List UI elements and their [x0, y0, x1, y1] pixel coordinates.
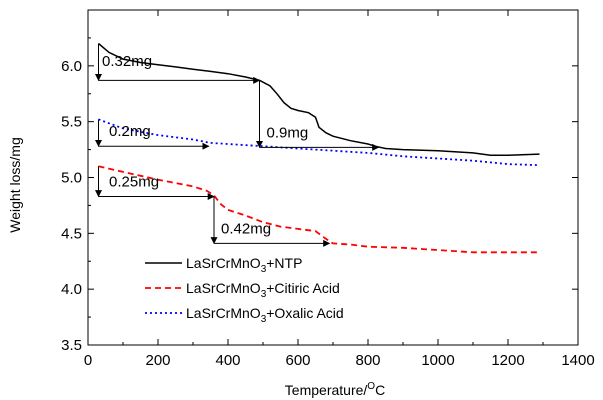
series-line-1 — [98, 42, 540, 156]
y-tick-label: 5.0 — [61, 170, 82, 187]
annotation-label: 0.2mg — [109, 123, 151, 140]
x-tick-label: 200 — [145, 352, 170, 369]
x-tick-label: 1400 — [561, 352, 594, 369]
x-tick-label: 800 — [355, 352, 380, 369]
x-axis-title-main: Temperature/ — [285, 382, 368, 398]
x-axis-title-unit: C — [375, 382, 385, 398]
legend-label-subscript: 3 — [261, 264, 267, 275]
annotation-label: 0.32mg — [102, 53, 152, 70]
x-tick-label: 400 — [215, 352, 240, 369]
x-tick-label: 0 — [84, 352, 92, 369]
legend-label-subscript: 3 — [261, 314, 267, 325]
legend-label-3: LaSrCrMnO3+Oxalic Acid — [186, 305, 344, 325]
plot-marks: 0.32mg 0.9mg 0.2mg 0.25mg 0.42mg — [95, 42, 540, 254]
annotation-label: 0.9mg — [267, 124, 309, 141]
y-tick-label: 3.5 — [61, 337, 82, 354]
y-tick-label: 4.0 — [61, 281, 82, 298]
x-tick-label: 1200 — [491, 352, 524, 369]
legend-label-main: LaSrCrMnO — [186, 280, 261, 296]
legend-label-suffix: +NTP — [266, 255, 302, 271]
legend-label-2: LaSrCrMnO3+Citiric Acid — [186, 280, 340, 300]
x-tick-label: 1000 — [421, 352, 454, 369]
series-line-2 — [98, 165, 540, 254]
y-tick-label: 5.5 — [61, 114, 82, 131]
x-tick-label: 600 — [285, 352, 310, 369]
y-tick-label: 4.5 — [61, 225, 82, 242]
x-axis-title-sup: O — [367, 381, 375, 392]
legend-label-suffix: +Citiric Acid — [266, 280, 340, 296]
axes: 0 200 400 600 800 1000 1200 1400 3.5 4.0 4.5 5.0 5.5… — [61, 9, 595, 369]
y-tick-label: 6.0 — [61, 58, 82, 75]
legend-label-main: LaSrCrMnO — [186, 255, 261, 271]
legend-label-suffix: +Oxalic Acid — [266, 305, 343, 321]
series-line-3 — [98, 118, 540, 167]
legend-label-1: LaSrCrMnO3+NTP — [186, 255, 302, 275]
legend-label-main: LaSrCrMnO — [186, 305, 261, 321]
annotation-label: 0.42mg — [221, 220, 271, 237]
y-axis-title: Weight loss/mg — [7, 137, 23, 232]
annotation-label: 0.25mg — [109, 173, 159, 190]
x-axis-title: Temperature/OC — [285, 381, 385, 398]
legend-label-subscript: 3 — [261, 289, 267, 300]
